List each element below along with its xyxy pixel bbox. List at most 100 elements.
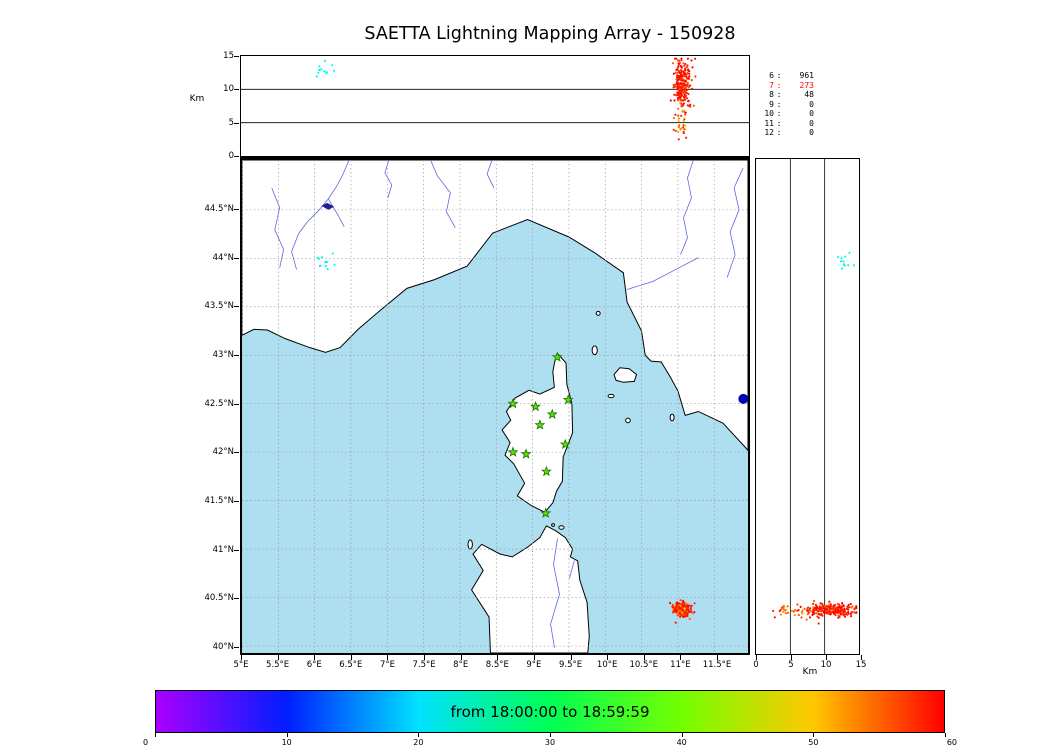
lightning-point [679,82,682,85]
lightning-point [317,71,320,74]
lat-tick-label: 40°N [212,642,234,652]
lightning-point [675,71,678,74]
stats-level: 10 [764,109,774,118]
station-star [507,446,519,457]
lightning-point [685,97,689,100]
river [327,198,345,227]
lightning-points-alt-lon [315,57,697,141]
right-alt-tick-mark [791,655,792,660]
lightning-point [821,603,824,606]
lightning-point [681,82,684,85]
lightning-point [818,605,821,608]
lon-tick-label: 8°E [453,660,469,670]
lightning-point [315,75,318,78]
lat-tick-mark [234,257,239,259]
stats-count: 273 [799,80,814,90]
lightning-point [690,610,693,613]
lightning-point [323,70,326,73]
alt-tick-label: 5 [228,117,234,128]
lightning-point [677,65,680,68]
lon-tick-mark [460,655,462,660]
lightning-point [673,93,676,96]
lightning-point [672,608,675,611]
lightning-point [678,612,682,616]
stats-colon: : [776,109,782,118]
lightning-point [683,98,687,101]
lightning-point [836,256,839,259]
stats-row: 12: 0 [760,128,860,138]
lightning-point [840,257,843,260]
stats-colon: : [776,71,782,80]
lightning-point [678,62,681,65]
lightning-point [845,611,848,615]
lightning-point [689,84,692,87]
lightning-point [685,606,688,609]
lon-tick-mark [241,655,242,660]
lightning-point [786,611,789,614]
lightning-point [842,260,845,263]
lightning-point [839,260,843,263]
stats-count: 0 [809,118,814,128]
lightning-point [676,606,679,610]
lightning-point [832,612,835,615]
lightning-point [805,618,808,621]
lightning-point [689,103,692,106]
lightning-point [683,607,686,611]
alt-tick-mark [234,122,239,124]
lightning-point [318,65,321,68]
station-stats-panel: 6: 961 7: 273 8: 48 9: 0 10: 0 11: 0 12: 0 [760,71,860,138]
lake-serre-poncon [321,202,335,210]
lightning-point [685,136,688,139]
lightning-point [688,70,691,73]
lightning-point [692,612,695,615]
lightning-point [772,609,775,612]
lightning-point [682,95,686,98]
lat-tick-mark [234,549,239,551]
land-sardinia [471,525,590,653]
stats-level: 9 [769,99,774,109]
alt-tick-label: 0 [228,151,234,161]
lightning-point [796,609,799,612]
lat-tick-mark [234,501,239,503]
lightning-point [847,610,850,614]
lat-tick-mark [234,403,239,405]
lightning-point [786,605,789,608]
lightning-point [836,603,839,606]
lightning-point [323,59,327,62]
lightning-point [814,603,818,607]
lightning-point [690,79,693,82]
lightning-point [812,606,815,609]
lightning-point [331,64,334,67]
lightning-point [806,613,809,616]
lightning-point [853,607,856,610]
alt-tick-label: 15 [223,50,234,61]
lightning-point [674,113,677,116]
lightning-point [674,621,677,624]
lightning-point [807,606,810,609]
lightning-point [828,603,831,606]
lightning-point [848,606,851,609]
stats-level: 11 [764,118,774,128]
lightning-point [318,264,322,268]
station-star [530,400,541,412]
lightning-point [681,615,685,618]
lightning-point [677,99,680,102]
stats-level: 8 [769,90,774,99]
lightning-point [847,603,850,607]
lightning-point [691,66,694,69]
lightning-point [684,63,687,66]
lightning-point [688,75,691,78]
lightning-point [843,613,846,616]
altitude-ref-lines [241,88,749,124]
alt-tick-mark [234,156,239,157]
colorbar-tick-mark [813,733,815,737]
lat-tick-mark [234,355,239,357]
lightning-point [677,125,680,129]
stats-colon: : [776,90,782,99]
lightning-point [685,91,688,94]
lightning-point [683,64,686,68]
island-elba [613,367,638,383]
lightning-point [817,612,820,616]
lon-tick-label: 8.5°E [485,660,509,670]
station-star [540,465,552,477]
